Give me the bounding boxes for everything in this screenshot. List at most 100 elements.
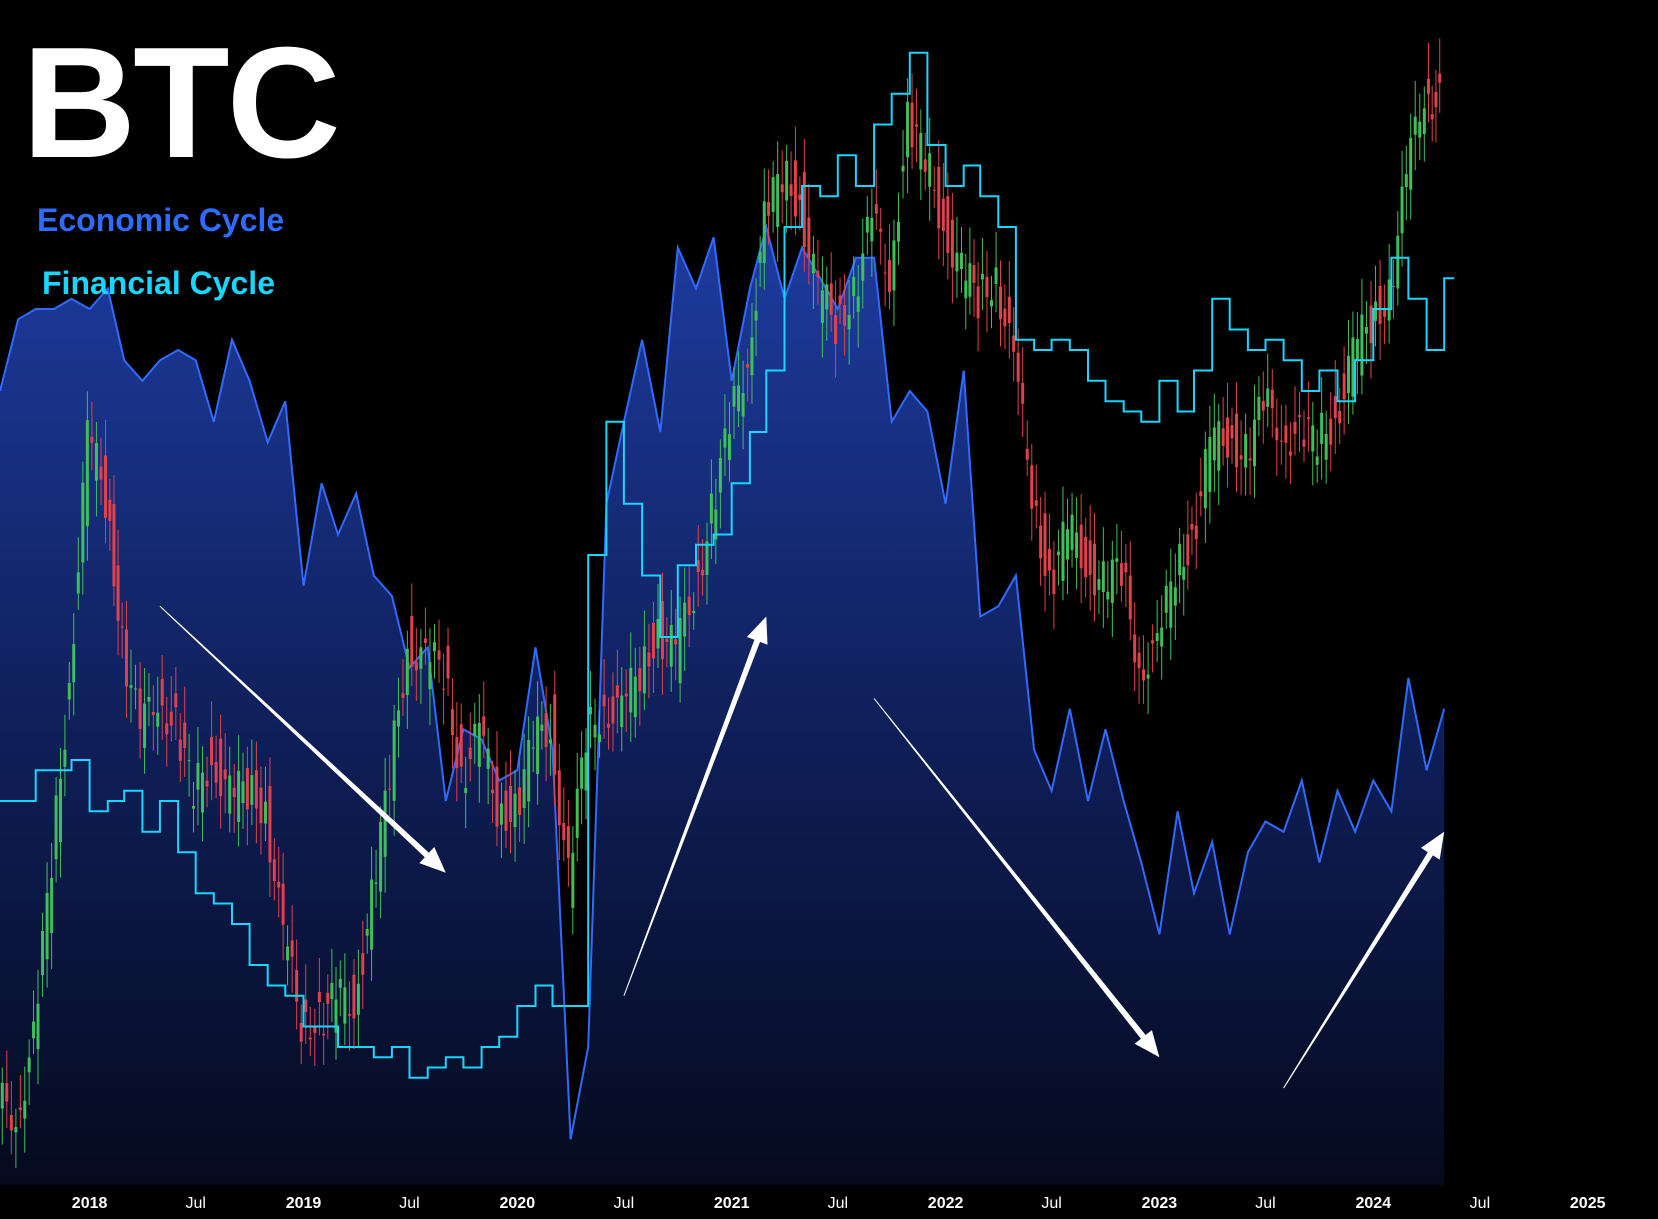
candle-body	[477, 722, 481, 767]
candle-body	[464, 788, 468, 793]
candle-body	[67, 682, 71, 700]
candle-body	[737, 385, 741, 412]
candle-body	[1007, 296, 1011, 323]
candle-body	[536, 716, 540, 775]
candle-body	[432, 642, 436, 652]
economic-cycle-fill	[0, 227, 1445, 1185]
candle-body	[1306, 417, 1310, 420]
candle-body	[980, 273, 984, 280]
candle-body	[112, 503, 116, 587]
candle-body	[518, 787, 522, 816]
economic-cycle-line	[0, 223, 1446, 1140]
candle-body	[1164, 585, 1168, 613]
candle-body	[959, 252, 963, 270]
x-tick-label: 2022	[928, 1195, 964, 1212]
candle-body	[147, 696, 151, 702]
candle-body	[1160, 627, 1164, 647]
candle-body	[999, 286, 1003, 320]
candle-body	[245, 767, 249, 810]
candle-body	[588, 706, 592, 715]
candle-body	[847, 315, 851, 330]
candle-body	[642, 646, 646, 694]
candle-body	[1039, 525, 1043, 559]
candle-body	[1070, 514, 1074, 550]
candle-body	[674, 639, 678, 645]
candle-body	[758, 251, 762, 263]
candle-body	[906, 101, 910, 158]
candle-body	[361, 953, 365, 975]
candle-body	[1270, 389, 1274, 409]
candle-body	[1043, 513, 1047, 576]
candle-body	[1275, 427, 1279, 441]
candle-body	[955, 252, 959, 272]
candle-body	[85, 420, 89, 527]
candle-body	[1221, 428, 1225, 446]
trend-arrow-down-3	[873, 698, 1160, 1058]
candle-body	[750, 337, 754, 376]
candle-body	[228, 775, 232, 814]
candle-body	[1438, 73, 1442, 83]
candle-body	[1208, 436, 1212, 492]
candle-body	[388, 788, 392, 790]
candle-body	[442, 688, 446, 690]
candle-body	[1084, 536, 1088, 578]
candle-body	[104, 455, 108, 518]
candle-body	[937, 166, 941, 229]
candle-body	[820, 290, 824, 323]
candle-body	[1097, 579, 1101, 590]
x-tick-label: 2019	[286, 1195, 322, 1212]
candle-body	[638, 668, 642, 692]
candle-body	[825, 284, 829, 310]
candle-body	[1369, 305, 1373, 344]
candle-body	[223, 769, 227, 780]
candle-body	[504, 790, 508, 831]
candle-body	[1030, 465, 1034, 509]
candle-body	[219, 738, 223, 797]
candle-body	[1169, 581, 1173, 628]
candle-body	[313, 1027, 317, 1033]
candle-body	[624, 693, 628, 697]
candle-body	[459, 724, 463, 767]
candle-body	[1266, 388, 1270, 407]
candle-body	[746, 364, 750, 368]
legend-financial-cycle: Financial Cycle	[42, 265, 275, 301]
candle-body	[789, 184, 793, 196]
candle-body	[776, 174, 780, 227]
x-tick-label: Jul	[1470, 1195, 1490, 1212]
candle-body	[165, 723, 169, 735]
candle-body	[58, 778, 62, 842]
candle-body	[1409, 138, 1413, 190]
candle-body	[365, 928, 369, 936]
candle-body	[1355, 339, 1359, 360]
candle-body	[1360, 314, 1364, 376]
candle-body	[575, 788, 579, 838]
candle-body	[124, 629, 128, 687]
candle-body	[446, 645, 450, 679]
candle-body	[1133, 634, 1137, 663]
candle-body	[1190, 524, 1194, 530]
candle-body	[696, 560, 700, 573]
candle-body	[994, 267, 998, 284]
candle-body	[455, 737, 459, 769]
x-axis-ticks: 2018 Jul 2019 Jul 2020 Jul 2021 Jul 2022 Jul 2023 J…	[72, 1195, 1606, 1212]
candle-body	[651, 623, 655, 659]
candle-body	[1110, 559, 1114, 603]
candle-body	[829, 283, 833, 315]
candle-body	[450, 709, 454, 736]
candle-body	[669, 625, 673, 667]
candle-body	[687, 596, 691, 616]
candle-body	[883, 272, 887, 274]
candle-body	[322, 1033, 326, 1036]
candle-body	[941, 198, 945, 232]
candle-body	[566, 826, 570, 858]
candle-body	[914, 124, 918, 127]
candle-body	[437, 650, 441, 660]
candle-body	[1075, 532, 1079, 558]
candle-body	[108, 499, 112, 521]
candle-body	[678, 617, 682, 684]
candle-body	[923, 159, 927, 172]
candle-body	[629, 667, 633, 713]
candle-body	[76, 572, 80, 594]
candle-body	[1364, 326, 1368, 334]
